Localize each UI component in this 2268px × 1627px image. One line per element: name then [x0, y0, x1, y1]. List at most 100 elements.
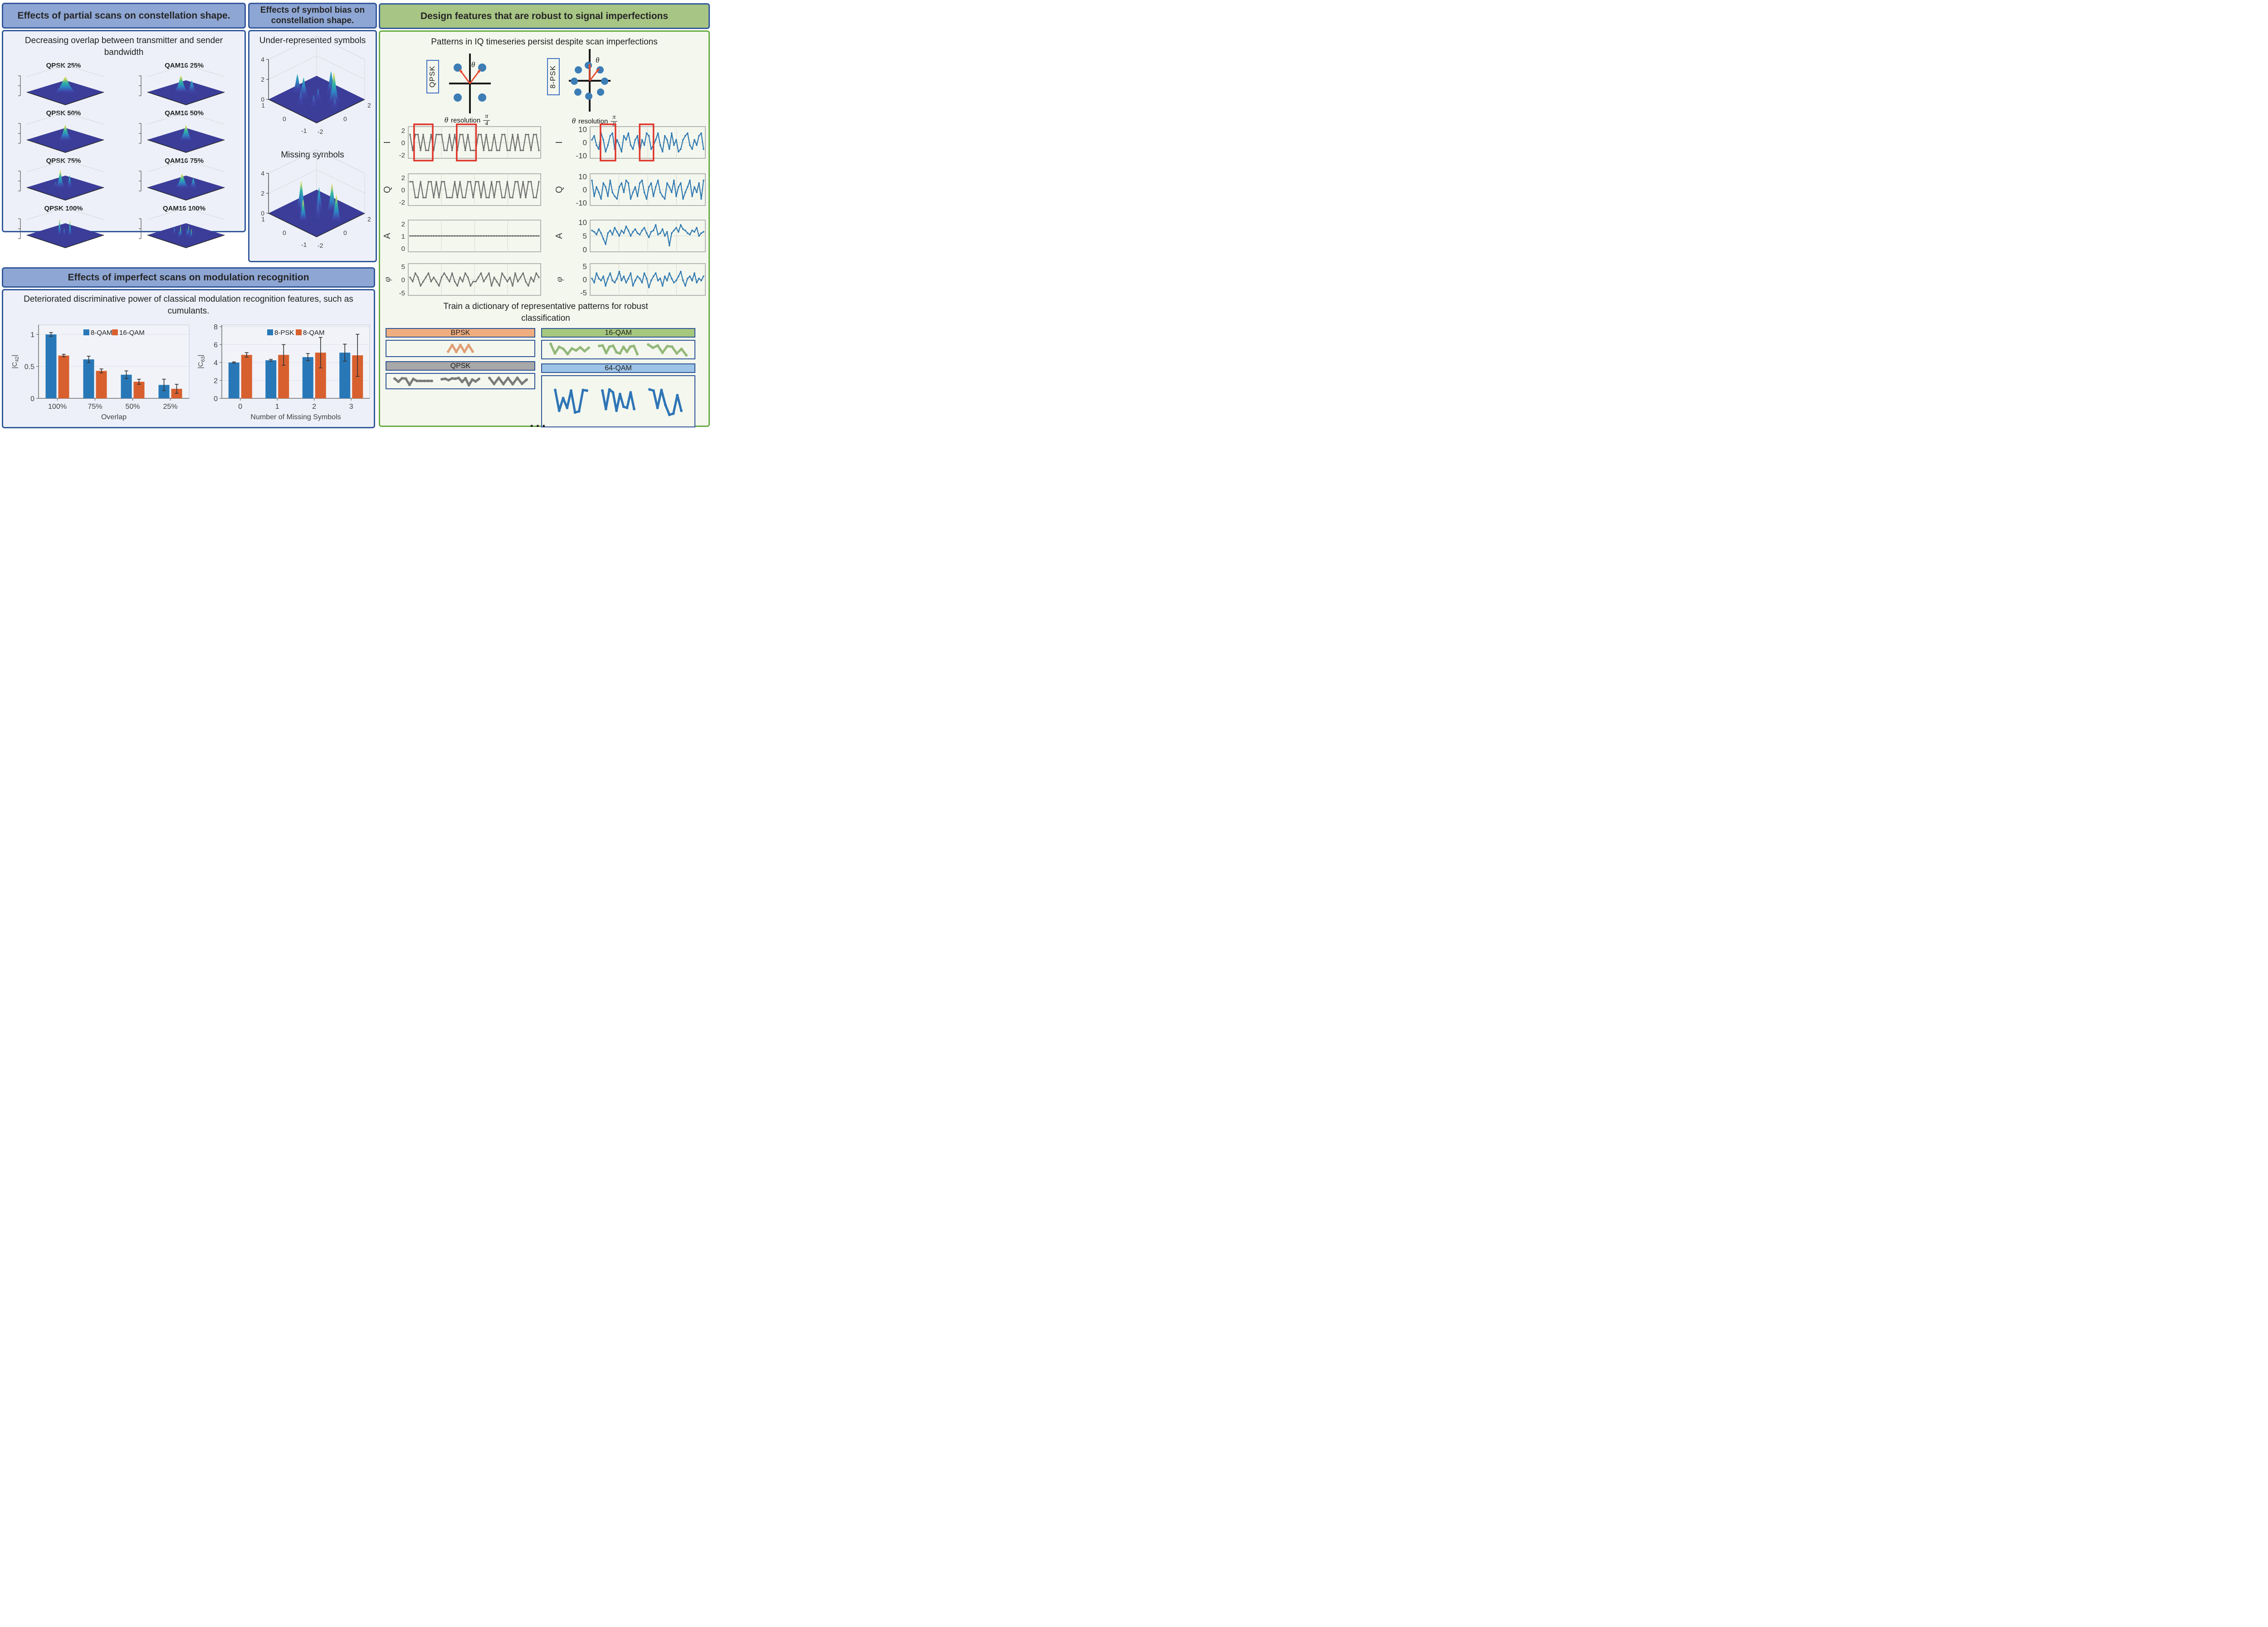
dict-header-BPSK: BPSK: [386, 328, 535, 338]
y-tick-label: 0.5: [24, 363, 34, 371]
svg-text:0: 0: [283, 229, 286, 236]
ts-row-label: A: [382, 233, 392, 239]
y-axis-label: |C42|: [11, 355, 20, 369]
surface-cell: QPSK 100%: [3, 202, 124, 250]
bias-sections: Under-represented symbols 0 2 4 1 0 -1 -2 0 2 Miss…: [249, 35, 376, 257]
bar-16-QAM: [96, 371, 107, 398]
ts-row-label: I: [382, 141, 392, 144]
psk8-constellation-diagram: θ: [562, 45, 621, 113]
x-tick-label: 50%: [125, 403, 140, 411]
y-tick-label: 4: [214, 359, 218, 367]
panel-design-header-text: Design features that are robust to signa…: [420, 10, 669, 21]
dictionary-pattern: [447, 343, 474, 353]
bar-16-QAM: [58, 355, 69, 398]
ts-trace: [591, 180, 704, 200]
surface-floor: [27, 176, 104, 201]
ts-trace: [591, 271, 704, 288]
svg-text:1: 1: [261, 102, 265, 109]
dict-patterns-QPSK: [386, 373, 535, 389]
ts-right-A-plot: 10 5 0 A: [554, 218, 706, 254]
surface-peak: [187, 225, 190, 235]
bar-chart: 0 2 4 6 8 0 1 2 3 8-PSK 8-QAM |C63| Number of Missin…: [197, 323, 370, 421]
frac-denominator: 4: [483, 120, 490, 127]
floor-front-edge: [26, 92, 104, 106]
surface-peak: [179, 228, 182, 236]
constellation-dot: [585, 62, 592, 69]
svg-text:-1: -1: [301, 127, 307, 134]
constellation-dot: [574, 88, 582, 96]
ts-row-label: φ: [554, 277, 564, 282]
poster: Effects of partial scans on constellatio…: [0, 0, 711, 431]
panel-cumulants-header-text: Effects of imperfect scans on modulation…: [68, 272, 309, 283]
x-tick-label: 2: [312, 403, 316, 411]
panel-design-header: Design features that are robust to signa…: [379, 3, 710, 29]
theta-symbol: θ: [444, 116, 449, 125]
surface-peak: [174, 75, 188, 93]
ts-tick-label: 5: [401, 263, 405, 271]
surface-peak: [68, 220, 72, 236]
ts-tick-label: 0: [401, 186, 405, 194]
dict-header-QPSK: QPSK: [386, 361, 535, 371]
theta-angle-label: θ: [596, 56, 599, 64]
surface-peak: [54, 77, 76, 93]
svg-text:-2: -2: [318, 242, 323, 249]
ts-tick-label: 2: [401, 127, 405, 135]
svg-text:2: 2: [367, 216, 371, 223]
resolution-word: resolution: [578, 117, 608, 125]
floor-front-edge: [26, 139, 104, 153]
psk8-label-text: 8-PSK: [549, 65, 557, 88]
ts-left-A-plot: 2 1 0 A: [382, 220, 541, 253]
ts-tick-label: 0: [583, 186, 587, 194]
qpsk-constellation-label: QPSK: [426, 60, 439, 93]
legend-label: 8-QAM: [91, 329, 112, 337]
surface-peak: [297, 180, 306, 208]
x-tick-label: 1: [275, 403, 279, 411]
surface-peak: [331, 98, 339, 109]
pattern-highlight-box: [456, 123, 477, 162]
surface-cell: QAM16 75%: [124, 154, 244, 202]
ts-tick-label: 10: [578, 172, 587, 181]
surface-floor: [147, 223, 225, 248]
bar-8-PSK: [302, 357, 313, 398]
dictionary-title: Train a dictionary of representative pat…: [443, 302, 648, 323]
pattern-highlight-box: [639, 123, 655, 162]
legend-label: 8-QAM: [303, 329, 325, 337]
constellation-svg: θ: [449, 54, 491, 113]
y-axis-label: |C63|: [197, 355, 206, 369]
surface-cell: QAM16 25%: [124, 59, 244, 107]
panel-partial-header: Effects of partial scans on constellatio…: [2, 3, 246, 29]
ts-tick-label: 0: [401, 139, 405, 147]
surface-peak: [297, 91, 305, 106]
surface-peak: [66, 175, 73, 189]
ts-tick-label: 10: [578, 125, 587, 134]
dict-patterns-BPSK: [386, 340, 535, 357]
bias-section-plot: 0 2 4 1 0 -1 -2 0 2: [249, 149, 376, 257]
bar-8-QAM: [45, 334, 57, 398]
floor-front-edge: [147, 139, 225, 153]
qpsk-constellation-diagram: θ: [443, 48, 502, 116]
ts-left-φ-plot: 5 0 -5 φ: [382, 263, 541, 297]
constellation-dot: [575, 66, 582, 74]
panel-cumulants-subtitle: Deteriorated discriminative power of cla…: [24, 294, 353, 316]
bar-8-QAM: [241, 355, 252, 398]
surface-peak: [180, 125, 192, 141]
ts-left-Q-plot: 2 0 -2 Q: [382, 173, 541, 206]
theta-symbol: θ: [572, 117, 576, 126]
timeseries-svg: 10 0 -10 Q: [554, 172, 706, 207]
surface-peak: [173, 227, 176, 235]
x-tick-label: 100%: [48, 403, 67, 411]
dictionary-column-1: BPSK QPSK: [386, 328, 535, 391]
legend-swatch: [83, 329, 89, 335]
bar-8-PSK: [265, 360, 277, 398]
z-tick-label: 0: [261, 96, 264, 103]
surface-plot-small: [139, 160, 225, 201]
ts-row-label: φ: [382, 277, 392, 282]
panel-bias-body: Under-represented symbols 0 2 4 1 0 -1 -2 0 2 Miss…: [248, 30, 377, 262]
svg-text:-2: -2: [318, 128, 323, 135]
dictionary-pattern: [601, 387, 635, 412]
dictionary-pattern: [554, 388, 588, 414]
x-axis-label: Number of Missing Symbols: [250, 413, 341, 421]
panel-partial-subtitle: Decreasing overlap between transmitter a…: [24, 36, 223, 57]
z-tick-label: 0: [261, 210, 264, 217]
